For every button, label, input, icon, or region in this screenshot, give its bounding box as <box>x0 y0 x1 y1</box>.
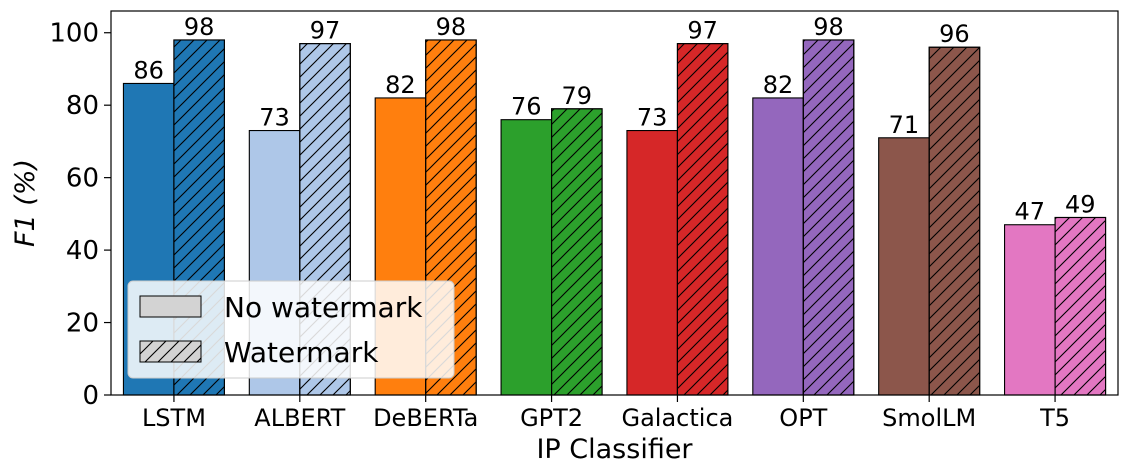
x-tick-label-deberta: DeBERTa <box>373 404 478 432</box>
bar-hatch-galactica-watermark <box>676 43 729 396</box>
x-axis-label: IP Classifier <box>536 434 693 465</box>
x-tick-label-smollm: SmolLM <box>882 404 976 432</box>
bar-hatch-opt-watermark <box>802 39 855 396</box>
data-label-albert-no-watermark: 73 <box>259 104 290 132</box>
bar-galactica-no-watermark <box>626 129 678 396</box>
data-label-lstm-watermark: 98 <box>184 13 215 41</box>
bar-hatch-t5-watermark <box>1054 216 1107 396</box>
bar-opt-no-watermark <box>752 97 804 396</box>
data-label-opt-watermark: 98 <box>813 13 844 41</box>
x-tick-label-t5: T5 <box>1039 404 1070 432</box>
x-tick-label-galactica: Galactica <box>622 404 734 432</box>
legend-label-watermark: Watermark <box>224 336 379 369</box>
bar-hatch-gpt2-watermark <box>551 108 603 396</box>
data-label-smollm-no-watermark: 71 <box>889 111 920 139</box>
legend: No watermark Watermark <box>127 280 455 379</box>
data-label-albert-watermark: 97 <box>310 17 341 45</box>
data-label-deberta-watermark: 98 <box>436 13 467 41</box>
data-label-smollm-watermark: 96 <box>939 20 970 48</box>
legend-swatch-no-watermark <box>139 295 202 318</box>
data-label-gpt2-watermark: 79 <box>562 82 593 110</box>
x-tick-label-gpt2: GPT2 <box>520 404 583 432</box>
legend-box <box>127 280 455 379</box>
bar-smollm-no-watermark <box>878 137 930 396</box>
y-tick-label: 20 <box>66 309 99 339</box>
data-labels-group: 86 98 73 97 82 98 76 79 73 97 82 98 71 96 47 49 <box>133 13 1095 226</box>
data-label-galactica-watermark: 97 <box>687 17 718 45</box>
bar-gpt2-no-watermark <box>500 119 553 396</box>
y-axis-ticks: 0 20 40 60 80 100 <box>49 19 111 411</box>
y-tick-label: 80 <box>66 91 99 121</box>
bar-hatch-smollm-watermark <box>928 46 981 396</box>
legend-label-no-watermark: No watermark <box>224 291 423 324</box>
y-tick-label: 0 <box>82 381 99 411</box>
x-tick-label-lstm: LSTM <box>142 404 206 432</box>
y-tick-label: 40 <box>66 236 99 266</box>
legend-swatch-watermark-hatch <box>139 340 202 363</box>
data-label-galactica-no-watermark: 73 <box>637 104 668 132</box>
data-label-gpt2-no-watermark: 76 <box>511 93 542 121</box>
data-label-opt-no-watermark: 82 <box>763 71 794 99</box>
x-axis-ticks: LSTM ALBERT DeBERTa GPT2 Galactica OPT SmolLM T… <box>142 395 1070 432</box>
plot-frame <box>110 10 1119 396</box>
bar-t5-no-watermark <box>1004 224 1056 396</box>
x-tick-label-albert: ALBERT <box>254 404 345 432</box>
y-axis-label: F1 (%) <box>10 159 41 247</box>
x-tick-label-opt: OPT <box>779 404 827 432</box>
y-tick-label: 60 <box>66 164 99 194</box>
data-label-t5-watermark: 49 <box>1065 190 1096 218</box>
y-tick-label: 100 <box>49 19 99 49</box>
data-label-t5-no-watermark: 47 <box>1015 198 1046 226</box>
data-label-lstm-no-watermark: 86 <box>133 56 164 84</box>
data-label-deberta-no-watermark: 82 <box>385 71 416 99</box>
